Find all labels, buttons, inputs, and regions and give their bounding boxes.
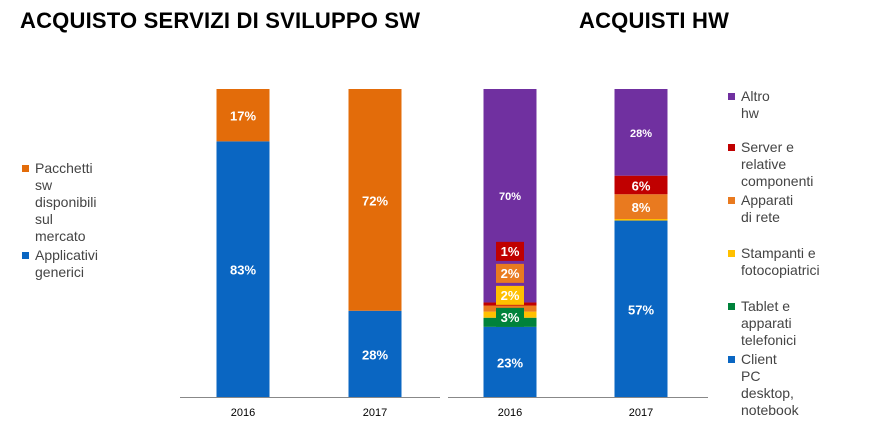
bar-1-1-4 bbox=[614, 175, 668, 195]
data-label-0-0-0: 83% bbox=[230, 263, 256, 278]
legend-swatch-server bbox=[728, 144, 735, 151]
x-tick-label-0-1: 2017 bbox=[363, 407, 387, 419]
x-tick-label-1-1: 2017 bbox=[629, 407, 653, 419]
data-label-1-0-3: 2% bbox=[501, 266, 520, 281]
legend-swatch-altro-hw bbox=[728, 93, 735, 100]
label-box-1-0-2 bbox=[496, 285, 524, 305]
legend-swatch-client-pc bbox=[728, 356, 735, 363]
bar-1-0-0 bbox=[483, 326, 537, 397]
legend-swatch-pacchetti bbox=[22, 165, 29, 172]
data-label-1-0-2: 2% bbox=[501, 288, 520, 303]
data-label-1-0-1: 3% bbox=[501, 310, 520, 325]
data-label-1-1-3: 8% bbox=[632, 200, 651, 215]
data-label-1-0-0: 23% bbox=[497, 355, 523, 370]
bar-0-0-1 bbox=[216, 89, 270, 142]
legend-item-altro-hw: Altro hw bbox=[728, 88, 770, 122]
legend-swatch-tablet bbox=[728, 303, 735, 310]
label-box-1-0-1 bbox=[496, 307, 524, 327]
data-label-1-0-5: 70% bbox=[499, 191, 521, 203]
legend-label-client-pc-l2: notebook bbox=[741, 402, 799, 418]
bar-1-1-3 bbox=[614, 194, 668, 220]
data-label-0-1-1: 72% bbox=[362, 193, 388, 208]
legend-label-client-pc-l1: Client PC desktop, bbox=[741, 351, 794, 401]
data-label-1-0-4: 1% bbox=[501, 244, 520, 259]
data-label-1-1-4: 6% bbox=[632, 178, 651, 193]
legend-swatch-apparati-rete bbox=[728, 197, 735, 204]
bar-1-1-2 bbox=[614, 219, 668, 221]
x-tick-label-0-0: 2016 bbox=[231, 407, 255, 419]
x-tick-label-1-0: 2016 bbox=[498, 407, 522, 419]
legend-label-tablet-l2: telefonici bbox=[741, 332, 797, 348]
legend-item-tablet: Tablet e apparati telefonici bbox=[728, 298, 796, 349]
bar-0-1-0 bbox=[348, 310, 402, 397]
legend-item-applicativi: Applicativi generici bbox=[22, 247, 98, 281]
legend-label-stampanti-l2: fotocopiatrici bbox=[741, 262, 820, 278]
legend-label-applicativi: Applicativi generici bbox=[35, 247, 99, 280]
legend-item-stampanti: Stampanti e fotocopiatrici bbox=[728, 245, 820, 279]
data-label-0-0-1: 17% bbox=[230, 109, 256, 124]
legend-label-stampanti-l1: Stampanti e bbox=[741, 245, 816, 261]
legend-label-pacchetti-l3: mercato bbox=[35, 228, 86, 244]
legend-item-server: Server e relative componenti bbox=[728, 139, 813, 190]
data-label-1-1-0: 57% bbox=[628, 302, 654, 317]
legend-label-altro-hw: Altro hw bbox=[741, 88, 770, 121]
legend-label-pacchetti-l1: Pacchetti sw bbox=[35, 160, 93, 193]
legend-item-pacchetti: Pacchetti sw disponibili sul mercato bbox=[22, 160, 96, 245]
legend-label-pacchetti-l2: disponibili sul bbox=[35, 194, 97, 227]
data-label-1-1-5: 28% bbox=[630, 128, 652, 140]
bar-1-1-5 bbox=[614, 89, 668, 176]
legend-label-tablet-l1: Tablet e apparati bbox=[741, 298, 792, 331]
label-box-1-0-4 bbox=[496, 241, 524, 261]
legend-label-server-l1: Server e relative bbox=[741, 139, 794, 172]
legend-item-client-pc: Client PC desktop, notebook bbox=[728, 351, 799, 419]
legend-label-server-l2: componenti bbox=[741, 173, 814, 189]
legend-swatch-applicativi bbox=[22, 252, 29, 259]
data-label-0-1-0: 28% bbox=[362, 347, 388, 362]
bar-0-1-1 bbox=[348, 89, 402, 311]
legend-swatch-stampanti bbox=[728, 250, 735, 257]
bar-1-1-0 bbox=[614, 220, 668, 397]
bar-0-0-0 bbox=[216, 141, 270, 397]
label-box-1-0-3 bbox=[496, 263, 524, 283]
legend-item-apparati-rete: Apparati di rete bbox=[728, 192, 793, 226]
chart-title-sw: ACQUISTO SERVIZI DI SVILUPPO SW bbox=[20, 8, 421, 33]
chart-title-hw: ACQUISTI HW bbox=[579, 8, 730, 33]
legend-label-apparati-rete: Apparati di rete bbox=[741, 192, 794, 225]
